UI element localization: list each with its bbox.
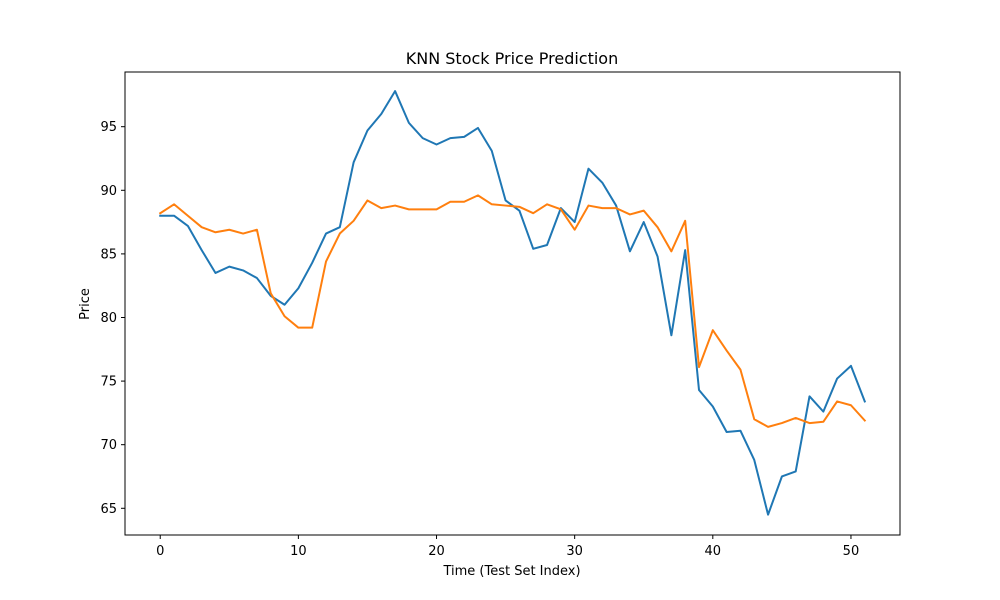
y-tick-label: 95 (100, 120, 117, 135)
series-line-1 (159, 90, 867, 516)
y-tick-label: 90 (100, 184, 117, 199)
y-tick-label: 80 (100, 311, 117, 326)
x-tick-label: 10 (290, 544, 307, 559)
x-tick-label: 50 (843, 544, 860, 559)
x-tick-label: 40 (705, 544, 722, 559)
y-tick-label: 85 (100, 247, 117, 262)
plot-frame (124, 71, 901, 536)
x-tick-label: 0 (156, 544, 164, 559)
y-axis-label: Price (78, 288, 93, 320)
x-axis: 0 10 20 30 40 50 (156, 535, 859, 559)
x-axis-label: Time (Test Set Index) (442, 564, 580, 579)
y-tick-label: 75 (100, 375, 117, 390)
chart-title: KNN Stock Price Prediction (406, 49, 618, 68)
series-line-2 (158, 194, 867, 428)
y-tick-label: 70 (100, 438, 117, 453)
plot-area (158, 90, 867, 516)
y-axis: 65 70 75 80 85 90 95 (100, 120, 125, 517)
y-tick-label: 65 (100, 502, 117, 517)
x-tick-label: 30 (566, 544, 583, 559)
x-tick-label: 20 (428, 544, 445, 559)
